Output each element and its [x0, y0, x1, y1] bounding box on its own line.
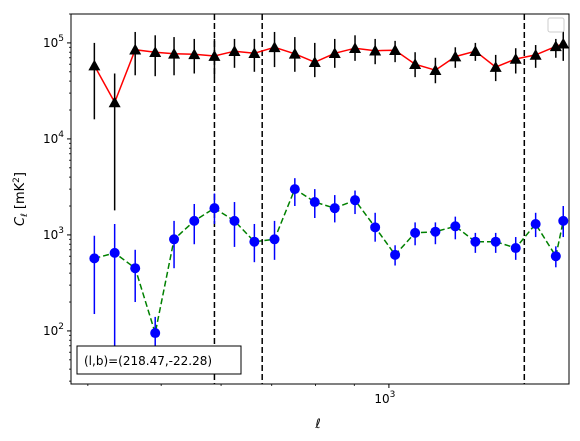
y-axis-label-part: ] [13, 172, 28, 177]
series-a-marker [188, 48, 201, 60]
data-markers [88, 37, 570, 339]
series-b-marker [370, 222, 381, 233]
x-tick-base: 10 [374, 392, 389, 406]
series-b-marker [249, 236, 260, 247]
series-a-marker [509, 52, 522, 64]
y-tick-exponent: 4 [58, 130, 64, 140]
series-b-marker [410, 227, 421, 238]
x-axis-label: ℓ [314, 417, 320, 432]
x-tick-exponent: 3 [390, 390, 396, 400]
y-tick-exponent: 5 [58, 34, 64, 44]
y-tick-label: 102 [43, 322, 64, 338]
series-a-marker [108, 96, 121, 108]
y-tick-exponent: 3 [58, 226, 64, 236]
y-tick-base: 10 [43, 132, 58, 146]
series-a-marker [328, 47, 341, 59]
series-a-marker [469, 45, 482, 56]
series-a-marker [228, 45, 241, 56]
series-b-marker [510, 243, 521, 254]
series-a-marker [489, 61, 502, 72]
series-b-marker [430, 226, 441, 237]
series-a-marker [409, 58, 422, 70]
series-a-marker [308, 56, 321, 67]
series-b-marker [470, 236, 481, 247]
series-a-marker [557, 37, 570, 49]
series-b-marker [309, 197, 320, 208]
y-tick-base: 10 [43, 228, 58, 242]
series-a-marker [369, 44, 382, 56]
series-b-marker [550, 251, 561, 262]
series-b-marker [130, 263, 141, 274]
series-b-marker [89, 253, 100, 264]
series-b-marker [150, 328, 161, 339]
y-axis-label-part: ℓ [20, 213, 30, 218]
series-b-marker [169, 234, 180, 245]
series-b-marker [450, 221, 461, 232]
x-tick-label: 103 [374, 390, 395, 406]
series-a-marker [449, 50, 462, 62]
annotation-box [76, 345, 242, 375]
series-b-marker [189, 215, 200, 226]
y-tick-label: 105 [43, 34, 64, 50]
y-axis-label-part: [mK [13, 182, 28, 213]
series-b-marker [490, 236, 501, 247]
plot-area [71, 14, 569, 384]
y-axis-label-part: 2 [12, 177, 22, 183]
series-a-marker [349, 42, 362, 54]
series-b-marker [229, 215, 240, 226]
y-tick-label: 103 [43, 226, 64, 242]
series-a-marker [288, 47, 301, 59]
series-a-marker [208, 50, 221, 61]
series-b-marker [390, 249, 401, 260]
series-a-marker [389, 44, 402, 55]
series-b-marker [269, 234, 280, 245]
series-b-marker [350, 195, 361, 206]
series-a-marker [129, 43, 142, 55]
series-b-marker [289, 184, 300, 195]
series-a-marker [268, 41, 281, 53]
y-tick-base: 10 [43, 324, 58, 338]
legend-box [547, 17, 565, 33]
y-tick-base: 10 [43, 36, 58, 50]
series-b-marker [209, 203, 220, 214]
y-axis-label: Cℓ [mK2] [12, 172, 30, 226]
annotation-text: (l,b)=(218.47,-22.28) [84, 354, 212, 368]
y-axis-label-part: C [13, 216, 28, 226]
series-b-marker [329, 203, 340, 214]
y-tick-exponent: 2 [58, 322, 64, 332]
plot-frame [70, 13, 570, 385]
series-a-marker [529, 48, 542, 60]
series-a-marker [429, 64, 442, 75]
series-a-marker [248, 47, 261, 59]
series-a-marker [88, 59, 101, 71]
series-b-marker [109, 247, 120, 258]
series-a-marker [168, 47, 181, 59]
series-b-marker [558, 215, 569, 226]
series-a-marker [149, 46, 162, 58]
series-b-marker [530, 218, 541, 229]
y-tick-label: 104 [43, 130, 64, 146]
